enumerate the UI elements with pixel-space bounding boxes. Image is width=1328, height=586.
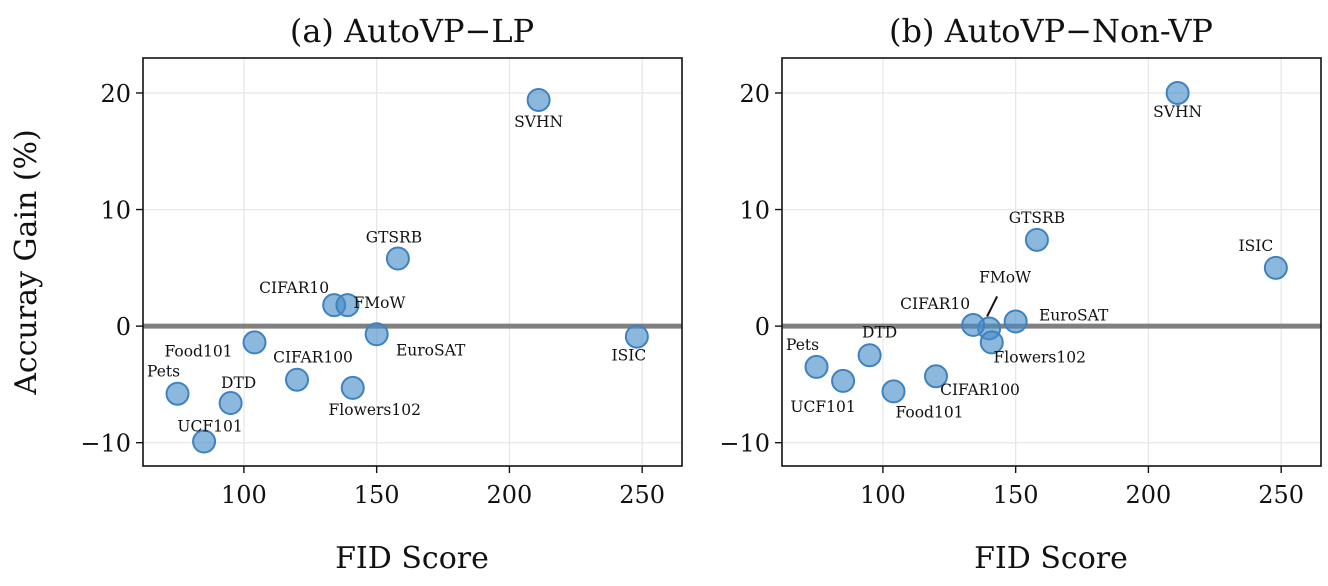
data-point [1263,255,1288,280]
panel-a-title: (a) AutoVP−LP [290,12,534,50]
data-point [340,375,365,400]
data-point-label: EuroSAT [396,341,466,359]
data-point [526,87,551,112]
data-point-label: Pets [147,363,180,381]
panel-a-y-axis-label: Accuray Gain (%) [9,129,44,396]
data-point [285,367,309,392]
data-point [924,364,948,389]
x-tick-label: 100 [221,481,267,509]
x-tick-label: 150 [354,481,400,509]
data-point-label: UCF101 [790,398,855,416]
panel-a: SVHN GTSRB CIFAR10 FMoW EuroSAT ISIC Food101 CI… [9,12,683,576]
data-point-label: GTSRB [366,229,422,247]
data-point-label: CIFAR10 [259,279,329,297]
data-point-label: SVHN [514,113,563,131]
data-point [857,343,882,368]
data-point [218,391,243,416]
data-point [385,246,410,271]
panel-b-frame [781,57,1322,467]
data-point [961,312,986,337]
data-point [242,330,267,355]
data-point-label: Flowers102 [329,401,421,419]
x-tick-label: 250 [619,481,665,509]
data-point-label: CIFAR100 [940,381,1020,399]
data-point [192,429,217,454]
data-point-label: CIFAR100 [273,349,353,367]
data-point-label: Pets [786,336,819,354]
data-point [881,379,906,404]
panel-a-x-axis-label: FID Score [335,541,489,576]
data-point-label: DTD [221,374,256,392]
data-point-label: DTD [862,323,897,341]
panel-b: SVHN GTSRB ISIC FMoW CIFAR10 EuroSAT Flowers10… [719,12,1322,576]
data-point [831,368,856,393]
y-tick-label: 0 [116,313,131,341]
data-point-label: UCF101 [177,418,242,436]
y-tick-label: 0 [755,313,770,341]
y-tick-label: 10 [100,197,131,225]
panel-a-frame [142,57,683,467]
panel-b-grid [782,58,1321,466]
data-point-label: Flowers102 [994,348,1086,366]
data-point [624,324,649,349]
data-point-label: SVHN [1153,103,1202,121]
data-point-label: FMoW [979,268,1031,286]
data-point [804,354,829,379]
data-point-label: ISIC [1238,237,1273,255]
x-tick-label: 100 [860,481,906,509]
y-tick-label: 20 [100,80,131,108]
panel-b-points: SVHN GTSRB ISIC FMoW CIFAR10 EuroSAT Flowers10… [786,80,1288,421]
data-point [979,330,1004,355]
label-leader-line [986,295,998,317]
y-tick-label: 10 [739,197,770,225]
y-tick-label: −10 [80,430,131,458]
x-tick-label: 250 [1258,481,1304,509]
data-point-label: CIFAR10 [900,295,970,313]
data-point-label: FMoW [354,294,406,312]
panel-b-x-axis-label: FID Score [974,541,1128,576]
y-tick-label: −10 [719,430,770,458]
panel-b-title: (b) AutoVP−Non-VP [889,12,1213,50]
panel-a-points: SVHN GTSRB CIFAR10 FMoW EuroSAT ISIC Food101 CI… [147,87,649,454]
data-point [1165,80,1190,105]
y-tick-label: 20 [739,80,770,108]
data-point [165,381,190,406]
data-point [1003,309,1028,334]
data-point [364,322,389,347]
x-tick-label: 150 [993,481,1039,509]
data-point-label: GTSRB [1009,209,1065,227]
data-point-label: Food101 [895,403,963,421]
data-point-label: EuroSAT [1039,306,1109,324]
x-tick-label: 200 [1126,481,1172,509]
x-tick-label: 200 [487,481,533,509]
data-point [1024,227,1049,252]
data-point [335,293,360,318]
data-point-label: Food101 [164,342,232,360]
data-point-label: ISIC [611,347,646,365]
